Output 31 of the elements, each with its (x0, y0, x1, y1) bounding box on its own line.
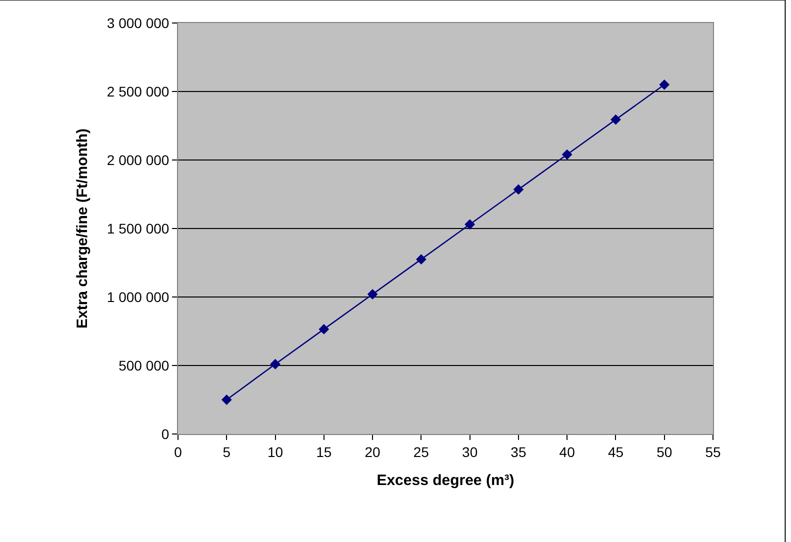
x-tick-label: 35 (510, 444, 526, 460)
x-tick-label: 10 (267, 444, 284, 460)
point (610, 114, 621, 125)
x-tick-label: 25 (413, 444, 430, 460)
point (416, 254, 426, 265)
x-tick-label: 40 (559, 444, 576, 460)
point (562, 149, 572, 160)
x-tick-label: 5 (222, 444, 231, 460)
y-tick-label: 3 000 000 (106, 14, 170, 31)
point (318, 324, 330, 334)
point (659, 79, 670, 90)
x-tick-label: 45 (608, 444, 624, 460)
y-tick-label: 2 000 000 (106, 152, 170, 168)
y-tick-label: 500 000 (118, 357, 170, 374)
y-axis-title: Extra charge/fine (Ft/month) (74, 128, 92, 329)
x-tick-label: 20 (364, 444, 381, 460)
x-axis-title: Excess degree (m³) (376, 472, 514, 489)
x-tick-label: 30 (462, 444, 478, 460)
x-tick-label: 15 (316, 444, 332, 460)
x-tick-label: 55 (705, 444, 721, 460)
point (270, 358, 280, 370)
y-tick-label: 1 000 000 (106, 288, 170, 305)
x-tick-label: 50 (656, 444, 672, 460)
point (513, 184, 524, 195)
y-tick-label: 1 500 000 (106, 220, 170, 236)
x-tick-label: 0 (174, 444, 182, 460)
y-tick-label: 2 500 000 (106, 83, 170, 100)
point (221, 394, 232, 405)
point (464, 219, 476, 230)
y-tick-label: 0 (161, 426, 170, 442)
point (367, 289, 378, 300)
